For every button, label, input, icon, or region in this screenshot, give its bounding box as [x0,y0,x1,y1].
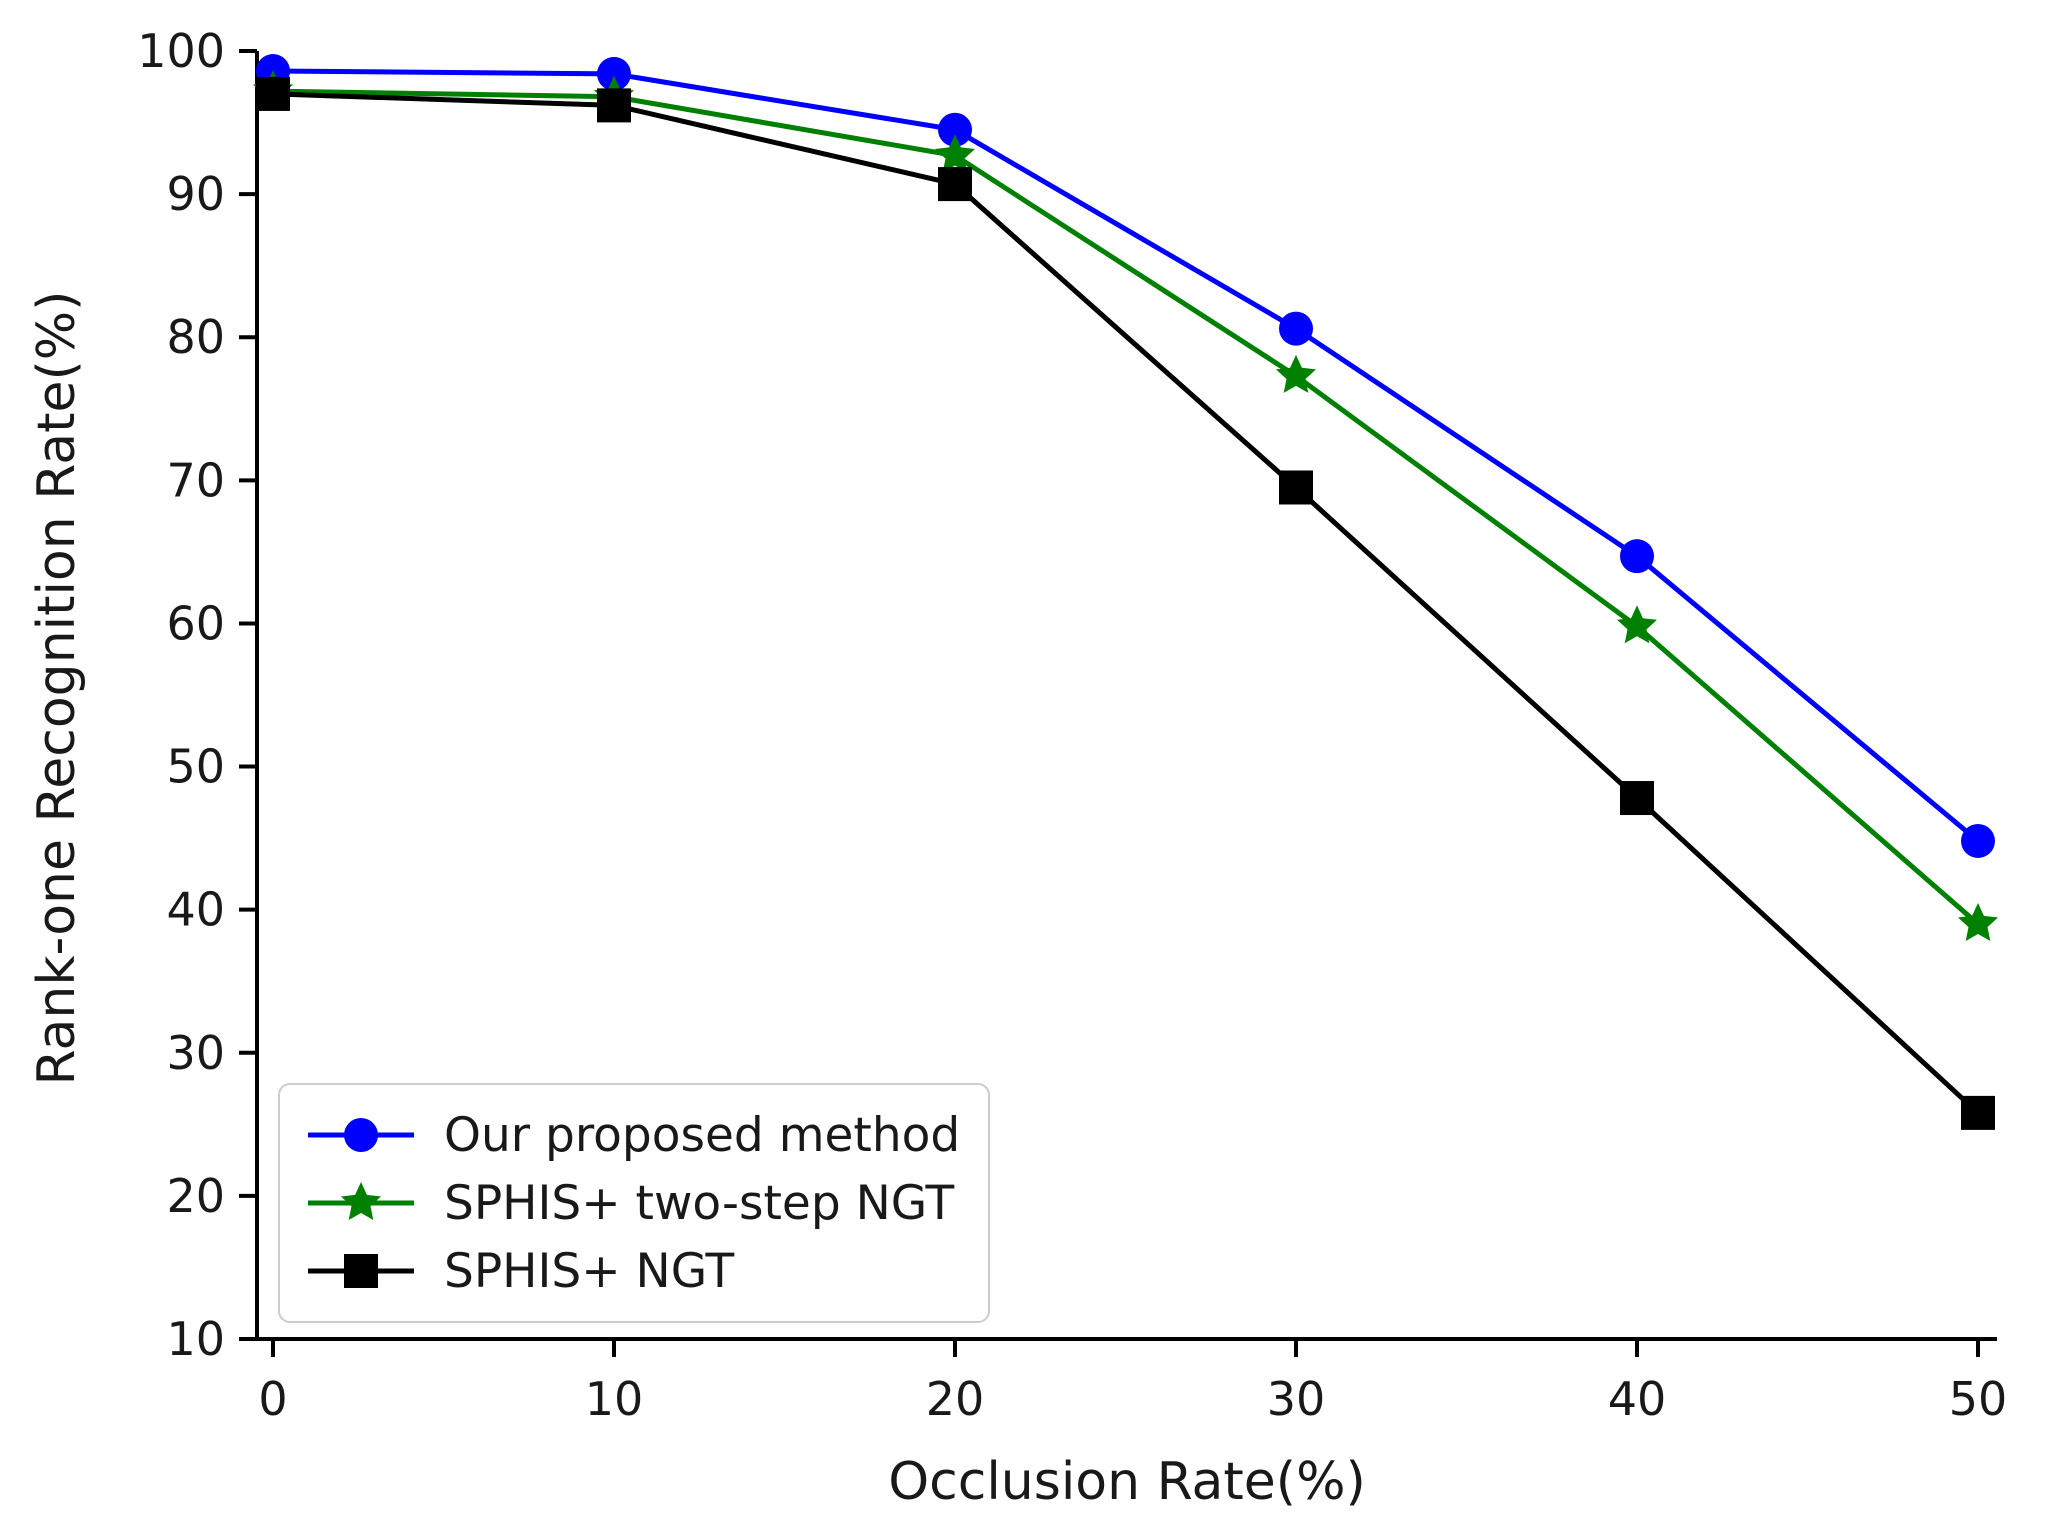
data-point-star [341,1182,381,1220]
data-point-star [1617,605,1657,644]
x-axis-label: Occlusion Rate(%) [888,1452,1366,1512]
data-point-star [935,134,975,173]
data-point-circle [1961,823,1995,858]
y-axis-label: Rank-one Recognition Rate(%) [27,290,87,1086]
y-tick-label: 40 [166,883,225,937]
y-tick-label: 70 [166,453,225,507]
y-tick-label: 10 [166,1312,225,1366]
x-tick-label: 0 [258,1372,287,1426]
x-tick-label: 40 [1608,1372,1667,1426]
data-point-circle [597,56,631,91]
x-tick-label: 20 [926,1372,985,1426]
legend-marker-star [308,1182,414,1220]
series-line [272,88,1980,926]
data-point-square [1620,781,1654,816]
x-tick-label: 50 [1949,1372,2008,1426]
y-tick-label: 20 [166,1169,225,1223]
legend-item: SPHIS+ two-step NGT [306,1169,962,1237]
legend-marker-circle [308,1118,414,1152]
x-tick-label: 10 [585,1372,644,1426]
legend: Our proposed method SPHIS+ two-step NGT … [278,1083,990,1323]
series-line [272,68,1980,843]
y-tick-label: 90 [166,167,225,221]
data-point-circle [1620,539,1654,574]
x-tick-label: 30 [1267,1372,1326,1426]
legend-marker-square [308,1254,414,1288]
legend-label: Our proposed method [444,1107,961,1163]
data-point-star [1276,354,1316,393]
legend-item: Our proposed method [306,1101,962,1169]
series-line [272,91,1980,1115]
data-point-circle [1279,311,1313,346]
data-point-square [344,1254,378,1288]
legend-item: SPHIS+ NGT [306,1237,962,1305]
data-point-circle [344,1118,378,1152]
y-tick-label: 60 [166,596,225,650]
data-point-square [597,88,631,123]
data-point-circle [938,112,972,147]
series-circle [256,54,1995,858]
legend-label: SPHIS+ two-step NGT [444,1175,955,1231]
data-point-star [1958,903,1998,941]
data-point-square [1961,1095,1995,1130]
data-point-square [256,76,290,111]
series-star [253,70,1998,941]
data-point-square [938,167,972,202]
y-tick-label: 50 [166,740,225,794]
legend-label: SPHIS+ NGT [444,1243,735,1299]
series-square [256,76,1995,1130]
y-tick-label: 80 [166,310,225,364]
data-point-square [1279,470,1313,505]
y-tick-label: 100 [137,24,225,78]
y-tick-label: 30 [166,1026,225,1080]
